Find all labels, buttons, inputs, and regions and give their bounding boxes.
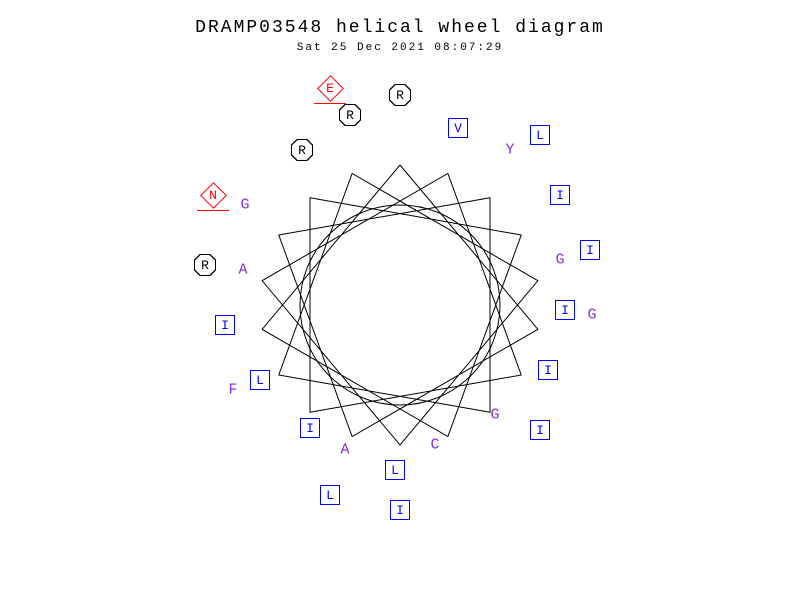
residue-letter: I (538, 360, 558, 380)
residue-V-2: V (448, 118, 468, 138)
residue-letter: R (194, 254, 216, 276)
residue-I-16: I (215, 315, 235, 335)
residue-A-13: A (238, 262, 247, 279)
residue-I-14: I (555, 300, 575, 320)
residue-L-18: L (250, 370, 270, 390)
residue-N-8: N (201, 183, 225, 207)
residue-letter: E (318, 76, 342, 100)
residue-C-23: C (430, 437, 439, 454)
residue-G-11: G (555, 252, 564, 269)
residue-I-22: I (300, 418, 320, 438)
residue-letter: G (587, 307, 596, 324)
residue-F-19: F (228, 382, 237, 399)
residue-letter: L (320, 485, 340, 505)
residue-letter: I (550, 185, 570, 205)
residue-letter: F (228, 382, 237, 399)
residue-underline (314, 103, 346, 104)
residue-letter: G (555, 252, 564, 269)
residue-letter: V (448, 118, 468, 138)
residue-letter: I (555, 300, 575, 320)
residue-letter: G (240, 197, 249, 214)
residue-letter: I (580, 240, 600, 260)
residue-R-12: R (194, 254, 216, 276)
residue-I-7: I (550, 185, 570, 205)
residue-I-27: I (390, 500, 410, 520)
residue-L-25: L (385, 460, 405, 480)
residue-letter: R (291, 139, 313, 161)
residue-letter: C (430, 437, 439, 454)
residue-letter: L (530, 125, 550, 145)
residue-L-6: L (530, 125, 550, 145)
residue-letter: I (300, 418, 320, 438)
residue-I-17: I (538, 360, 558, 380)
residue-R-3: R (291, 139, 313, 161)
residue-G-20: G (490, 407, 499, 424)
residue-R-0: R (389, 84, 411, 106)
residue-letter: Y (505, 142, 514, 159)
residue-Y-5: Y (505, 142, 514, 159)
residue-letter: L (385, 460, 405, 480)
residue-I-10: I (580, 240, 600, 260)
residue-A-24: A (340, 442, 349, 459)
residue-letter: R (339, 104, 361, 126)
residue-letter: N (201, 183, 225, 207)
residue-letter: G (490, 407, 499, 424)
residue-R-1: R (339, 104, 361, 126)
residue-L-26: L (320, 485, 340, 505)
residue-letter: R (389, 84, 411, 106)
residue-letter: I (530, 420, 550, 440)
residue-E-4: E (318, 76, 342, 100)
residue-letter: L (250, 370, 270, 390)
residue-letter: I (390, 500, 410, 520)
residue-letter: A (238, 262, 247, 279)
residue-letter: I (215, 315, 235, 335)
residue-letter: A (340, 442, 349, 459)
residue-I-21: I (530, 420, 550, 440)
residue-G-9: G (240, 197, 249, 214)
residue-G-15: G (587, 307, 596, 324)
residue-underline (197, 210, 229, 211)
